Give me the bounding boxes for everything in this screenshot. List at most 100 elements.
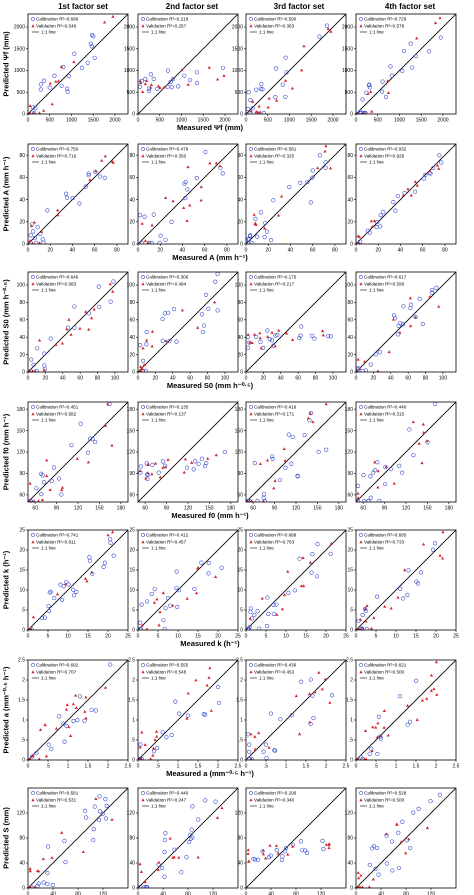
calibration-point bbox=[324, 23, 330, 28]
y-tick-label: 10 bbox=[347, 588, 353, 594]
y-tick-label: 1000 bbox=[14, 68, 25, 74]
x-tick-label: 500 bbox=[46, 118, 55, 124]
validation-point bbox=[399, 840, 403, 844]
validation-point bbox=[329, 29, 333, 33]
validation-point bbox=[324, 144, 328, 148]
validation-point bbox=[411, 420, 415, 424]
legend-line-label: 1:1 line bbox=[259, 30, 274, 35]
calibration-point bbox=[87, 558, 93, 563]
calibration-point bbox=[88, 41, 93, 46]
x-tick-label: 0 bbox=[355, 892, 358, 895]
y-tick-label: 90 bbox=[347, 471, 353, 477]
legend-validation-label: Validation R²=0.683 bbox=[36, 281, 77, 286]
calibration-point bbox=[278, 717, 283, 722]
y-tick-label: 1500 bbox=[232, 46, 243, 52]
y-tick-label: 0 bbox=[22, 628, 25, 634]
validation-point bbox=[33, 369, 37, 372]
calibration-point bbox=[271, 611, 276, 617]
calibration-point bbox=[48, 336, 53, 341]
calibration-point bbox=[398, 586, 403, 591]
data-points bbox=[356, 285, 441, 372]
y-tick-label: 90 bbox=[237, 471, 243, 477]
calibration-point bbox=[397, 694, 403, 699]
legend-validation-label: Validation R²=0.582 bbox=[36, 411, 77, 416]
validation-point bbox=[60, 485, 65, 489]
validation-point bbox=[186, 691, 190, 695]
x-tick-label: 20 bbox=[157, 248, 163, 254]
calibration-point bbox=[163, 237, 168, 242]
calibration-point bbox=[410, 65, 415, 70]
x-tick-label: 80 bbox=[114, 248, 120, 254]
legend-validation-label: Validation R²=0.257 bbox=[146, 23, 187, 28]
calibration-point bbox=[273, 333, 278, 338]
calibration-point bbox=[246, 106, 251, 112]
calibration-point bbox=[36, 881, 41, 886]
calibration-point bbox=[71, 587, 76, 592]
x-tick-label: 20 bbox=[371, 376, 377, 382]
data-points bbox=[356, 16, 443, 114]
calibration-point bbox=[72, 51, 77, 56]
validation-point bbox=[155, 597, 159, 601]
calibration-point bbox=[358, 110, 364, 114]
y-tick-label: 80 bbox=[129, 153, 135, 159]
legend-line-label: 1:1 line bbox=[369, 418, 384, 423]
validation-point bbox=[360, 627, 364, 630]
legend-calibration-marker bbox=[359, 275, 363, 279]
calibration-point bbox=[42, 615, 48, 620]
y-tick-label: 25 bbox=[237, 528, 243, 534]
validation-point bbox=[143, 82, 147, 86]
validation-point bbox=[139, 870, 143, 873]
calibration-point bbox=[260, 849, 265, 854]
calibration-point bbox=[247, 340, 252, 345]
legend-validation-marker bbox=[359, 798, 363, 802]
calibration-point bbox=[377, 498, 382, 502]
calibration-point bbox=[328, 551, 333, 556]
x-tick-label: 60 bbox=[310, 248, 316, 254]
calibration-point bbox=[90, 571, 95, 576]
calibration-point bbox=[404, 838, 409, 843]
y-tick-label: 60 bbox=[19, 318, 25, 324]
validation-point bbox=[150, 223, 154, 227]
x-tick-label: 1500 bbox=[416, 118, 427, 124]
calibration-point bbox=[30, 105, 36, 110]
legend-line-label: 1:1 line bbox=[41, 804, 56, 809]
x-tick-label: 60 bbox=[295, 376, 301, 382]
calibration-point bbox=[38, 87, 43, 92]
legend-calibration-label: Calibration R²=0.412 bbox=[146, 533, 189, 538]
validation-point bbox=[37, 757, 41, 760]
validation-point bbox=[156, 84, 161, 88]
calibration-point bbox=[284, 70, 289, 75]
legend-validation-label: Validation R²=0.599 bbox=[364, 281, 405, 286]
calibration-point bbox=[298, 333, 303, 338]
validation-point bbox=[369, 89, 373, 93]
validation-point bbox=[103, 154, 107, 158]
legend-line-label: 1:1 line bbox=[151, 676, 166, 681]
calibration-point bbox=[188, 832, 193, 837]
validation-point bbox=[41, 857, 45, 861]
calibration-point bbox=[89, 707, 94, 712]
validation-point bbox=[54, 79, 58, 83]
validation-point bbox=[37, 499, 40, 502]
calibration-point bbox=[295, 474, 300, 479]
validation-point bbox=[425, 439, 429, 443]
calibration-point bbox=[400, 470, 405, 475]
calibration-point bbox=[139, 78, 145, 84]
calibration-point bbox=[263, 220, 268, 226]
calibration-point bbox=[111, 279, 116, 284]
calibration-point bbox=[379, 89, 385, 94]
one-to-one-line bbox=[138, 14, 238, 114]
y-tick-label: 2000 bbox=[342, 25, 353, 31]
calibration-point bbox=[201, 712, 206, 717]
panel-r4-c2: 60 90 120 150 180 60 90 120 150 180 Calibration R²… bbox=[127, 401, 239, 512]
calibration-point bbox=[74, 589, 79, 594]
x-tick-label: 2.5 bbox=[235, 764, 242, 770]
legend-line-label: 1:1 line bbox=[259, 676, 274, 681]
x-tick-label: 1500 bbox=[198, 118, 209, 124]
x-tick-label: 80 bbox=[224, 248, 230, 254]
y-tick-label: 2 bbox=[132, 678, 135, 684]
panel-r3-c3: 0 20 40 60 80 100 0 20 40 60 80 100 Calibration R²=0… bbox=[235, 271, 347, 382]
x-tick-label: 90 bbox=[54, 506, 60, 512]
